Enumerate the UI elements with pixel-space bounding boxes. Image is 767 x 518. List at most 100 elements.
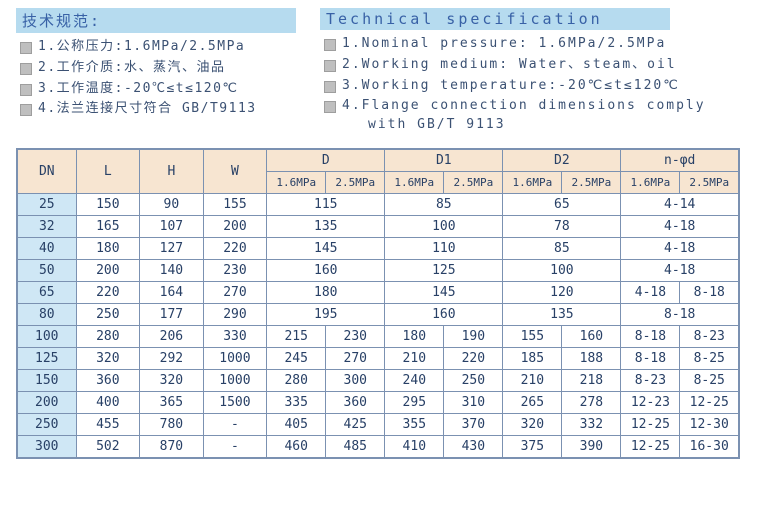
table-cell: 320: [140, 370, 204, 392]
table-cell: 100: [503, 260, 621, 282]
table-cell: 300: [326, 370, 385, 392]
table-cell: 155: [203, 194, 267, 216]
table-cell: 160: [267, 260, 385, 282]
table-cell: 145: [267, 238, 385, 260]
table-cell: 390: [562, 436, 621, 459]
table-cell: 365: [140, 392, 204, 414]
table-cell: 65: [503, 194, 621, 216]
table-cell: 335: [267, 392, 326, 414]
table-cell: 270: [326, 348, 385, 370]
table-cell: 180: [267, 282, 385, 304]
cell-dn: 200: [17, 392, 76, 414]
cell-dn: 32: [17, 216, 76, 238]
table-row: 200400365150033536029531026527812-2312-2…: [17, 392, 739, 414]
table-cell: 332: [562, 414, 621, 436]
table-cell: 160: [385, 304, 503, 326]
table-cell: 4-18: [621, 238, 739, 260]
col-d1: D1: [385, 149, 503, 172]
table-cell: 100: [385, 216, 503, 238]
spec-sections: 技术规范: 1.公称压力:1.6MPa/2.5MPa 2.工作介质:水、蒸汽、油…: [16, 8, 751, 132]
table-row: 802501772901951601358-18: [17, 304, 739, 326]
en-spec-item: 2.Working medium: Water、steam、oil: [324, 55, 706, 76]
table-cell: 215: [267, 326, 326, 348]
table-head: DN L H W D D1 D2 n-φd 1.6MPa 2.5MPa 1.6M…: [17, 149, 739, 194]
table-cell: 12-25: [621, 436, 680, 459]
zh-spec-list: 1.公称压力:1.6MPa/2.5MPa 2.工作介质:水、蒸汽、油品 3.工作…: [16, 37, 296, 120]
zh-section: 技术规范: 1.公称压力:1.6MPa/2.5MPa 2.工作介质:水、蒸汽、油…: [16, 8, 296, 132]
table-cell: 320: [503, 414, 562, 436]
col-w: W: [203, 149, 267, 194]
cell-dn: 150: [17, 370, 76, 392]
table-cell: 502: [76, 436, 140, 459]
table-cell: 120: [503, 282, 621, 304]
table-cell: 218: [562, 370, 621, 392]
table-cell: 410: [385, 436, 444, 459]
col-l: L: [76, 149, 140, 194]
table-cell: 220: [76, 282, 140, 304]
table-cell: 210: [503, 370, 562, 392]
col-nphi: n-φd: [621, 149, 739, 172]
table-cell: 8-25: [680, 370, 739, 392]
table-cell: 12-23: [621, 392, 680, 414]
table-cell: 278: [562, 392, 621, 414]
table-cell: 430: [444, 436, 503, 459]
col-dn: DN: [17, 149, 76, 194]
table-cell: 16-30: [680, 436, 739, 459]
table-cell: 455: [76, 414, 140, 436]
table-cell: 780: [140, 414, 204, 436]
table-cell: 295: [385, 392, 444, 414]
table-cell: 1500: [203, 392, 267, 414]
table-cell: 280: [267, 370, 326, 392]
sub-d2-16: 1.6MPa: [503, 172, 562, 194]
cell-dn: 65: [17, 282, 76, 304]
table-cell: 155: [503, 326, 562, 348]
table-cell: 375: [503, 436, 562, 459]
table-cell: 115: [267, 194, 385, 216]
sub-d2-25: 2.5MPa: [562, 172, 621, 194]
table-cell: 310: [444, 392, 503, 414]
table-cell: 250: [444, 370, 503, 392]
cell-dn: 25: [17, 194, 76, 216]
table-cell: 125: [385, 260, 503, 282]
col-d: D: [267, 149, 385, 172]
table-cell: 280: [76, 326, 140, 348]
table-cell: 290: [203, 304, 267, 326]
table-cell: 190: [444, 326, 503, 348]
table-cell: 12-30: [680, 414, 739, 436]
table-row: 251509015511585654-14: [17, 194, 739, 216]
table-cell: 4-18: [621, 282, 680, 304]
table-cell: 230: [203, 260, 267, 282]
table-cell: 8-25: [680, 348, 739, 370]
table-cell: 425: [326, 414, 385, 436]
table-cell: 8-23: [680, 326, 739, 348]
table-cell: 164: [140, 282, 204, 304]
table-cell: 185: [503, 348, 562, 370]
table-cell: 85: [385, 194, 503, 216]
en-header: Technical specification: [320, 8, 670, 30]
en-spec-item-cont: with GB/T 9113: [320, 117, 706, 132]
cell-dn: 300: [17, 436, 76, 459]
table-cell: 160: [562, 326, 621, 348]
table-cell: 330: [203, 326, 267, 348]
table-cell: 220: [203, 238, 267, 260]
table-cell: 78: [503, 216, 621, 238]
table-cell: 200: [76, 260, 140, 282]
table-cell: 320: [76, 348, 140, 370]
table-cell: 135: [503, 304, 621, 326]
en-spec-item: 4.Flange connection dimensions comply: [324, 96, 706, 117]
table-row: 40180127220145110854-18: [17, 238, 739, 260]
table-cell: 870: [140, 436, 204, 459]
table-cell: 370: [444, 414, 503, 436]
table-cell: 206: [140, 326, 204, 348]
table-row: 652201642701801451204-188-18: [17, 282, 739, 304]
table-cell: 140: [140, 260, 204, 282]
sub-n-25: 2.5MPa: [680, 172, 739, 194]
spec-table: DN L H W D D1 D2 n-φd 1.6MPa 2.5MPa 1.6M…: [16, 148, 740, 459]
table-cell: 230: [326, 326, 385, 348]
cell-dn: 125: [17, 348, 76, 370]
table-row: 300502870-46048541043037539012-2516-30: [17, 436, 739, 459]
table-cell: -: [203, 414, 267, 436]
table-cell: 110: [385, 238, 503, 260]
table-cell: 460: [267, 436, 326, 459]
en-spec-item: 1.Nominal pressure: 1.6MPa/2.5MPa: [324, 34, 706, 55]
